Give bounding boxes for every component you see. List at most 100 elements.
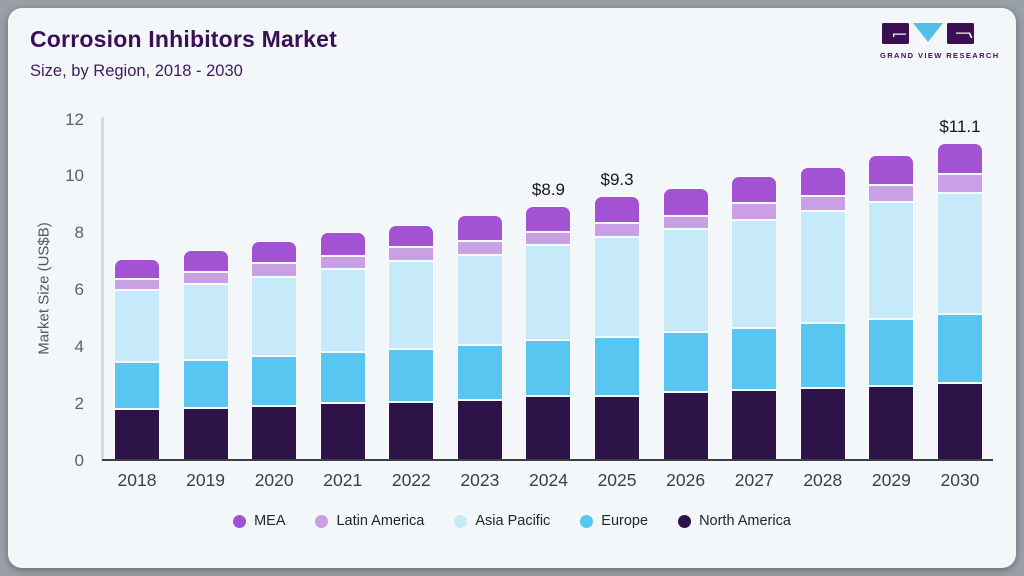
bar-segment-latin-america: [732, 203, 777, 221]
legend-item-label: Europe: [601, 513, 649, 529]
legend-dot-icon: [233, 514, 247, 528]
brand-logo-text: GRAND VIEW RESEARCH: [880, 51, 1000, 60]
x-axis-label: 2025: [597, 470, 637, 490]
bar-value-label: $11.1: [939, 117, 981, 137]
bar-segment-asia-pacific: [457, 255, 502, 347]
bar-group-2029: [869, 155, 914, 460]
bar-segment-mea: [183, 250, 228, 274]
bar-group-2018: [115, 259, 159, 460]
bar-segment-north-america: [115, 410, 159, 460]
bar-segment-europe: [800, 324, 845, 390]
y-tick-label: 10: [65, 166, 84, 186]
bar-segment-europe: [732, 328, 777, 391]
bar-segment-mea: [937, 144, 982, 176]
legend-dot-icon: [315, 514, 329, 528]
bar-segment-latin-america: [252, 263, 297, 279]
x-axis-label: 2018: [117, 470, 157, 490]
bar-segment-north-america: [595, 396, 640, 460]
y-tick-label: 8: [74, 223, 84, 243]
bar-segment-europe: [183, 361, 228, 409]
bar-segment-mea: [457, 215, 502, 242]
chart: Market Size (US$B) 0 2 4 6 8 10 12 $8.9 $9.3 $11…: [8, 8, 1016, 568]
x-axis-label: 2026: [666, 470, 706, 490]
brand-logo: GRAND VIEW RESEARCH: [880, 22, 1000, 70]
bar-segment-asia-pacific: [526, 246, 571, 341]
bar-segment-asia-pacific: [937, 194, 982, 315]
x-axis-label: 2020: [254, 470, 294, 490]
y-tick-label: 0: [74, 450, 84, 470]
bar-group-2026: [663, 188, 708, 460]
bar-segment-europe: [595, 337, 640, 397]
x-axis-labels: 2018 2019 2020 2021 2022 2023 2024 2025 2026 2027…: [103, 470, 993, 494]
bar-group-2027: [732, 176, 777, 460]
x-axis-label: 2024: [529, 470, 568, 490]
bar-segment-europe: [526, 340, 571, 398]
legend-item-latin-america: Latin America: [315, 513, 424, 529]
bar-group-2019: [183, 250, 228, 460]
bar-segment-asia-pacific: [663, 230, 708, 333]
bar-segment-latin-america: [183, 273, 228, 285]
bar-group-2023: [457, 215, 502, 460]
bar-segment-latin-america: [320, 257, 365, 270]
bar-segment-north-america: [869, 386, 914, 460]
bar-value-label: $8.9: [531, 179, 566, 199]
bar-segment-mea: [115, 259, 159, 280]
legend-item-label: MEA: [254, 513, 286, 529]
bar-segment-asia-pacific: [732, 220, 777, 329]
bar-segment-north-america: [457, 401, 502, 460]
bar-segment-europe: [869, 319, 914, 387]
bar-group-2030: [937, 144, 982, 460]
page-title: Corrosion Inhibitors Market: [30, 26, 337, 52]
bar-segment-latin-america: [595, 223, 640, 239]
x-axis-label: 2029: [871, 470, 911, 490]
bar-segment-mea: [595, 197, 640, 224]
legend-item-mea: MEA: [233, 513, 285, 529]
y-tick-label: 4: [74, 336, 84, 356]
x-axis-label: 2030: [940, 470, 980, 490]
bar-segment-latin-america: [937, 175, 982, 195]
bar-segment-north-america: [183, 408, 228, 460]
legend-item-europe: Europe: [580, 513, 648, 529]
bar-segment-asia-pacific: [800, 212, 845, 325]
y-axis-line: [101, 117, 104, 461]
y-tick-label: 2: [74, 393, 84, 413]
bar-segment-latin-america: [800, 197, 845, 213]
legend-item-label: Asia Pacific: [475, 513, 551, 529]
legend-dot-icon: [580, 514, 594, 528]
bar-segment-asia-pacific: [869, 202, 914, 320]
bar-segment-north-america: [937, 383, 982, 460]
bar-segment-mea: [663, 188, 708, 217]
bar-group-2024: [526, 206, 571, 460]
x-axis-line: [102, 459, 993, 461]
bar-group-2021: [320, 233, 365, 460]
x-axis-label: 2027: [734, 470, 774, 490]
x-axis-label: 2023: [460, 470, 500, 490]
bar-segment-mea: [800, 167, 845, 198]
chart-card: Corrosion Inhibitors Market Size, by Reg…: [8, 8, 1016, 568]
bar-segment-latin-america: [457, 241, 502, 256]
bar-segment-europe: [389, 350, 434, 403]
bar-segment-mea: [869, 155, 914, 186]
y-tick-label: 6: [74, 280, 84, 299]
legend: MEA Latin America Asia Pacific Europe North …: [8, 513, 1016, 529]
y-tick-label: 12: [65, 109, 84, 129]
bar-segment-latin-america: [526, 233, 571, 247]
bar-segment-mea: [389, 225, 434, 249]
bar-segment-mea: [732, 176, 777, 204]
bar-value-label: $9.3: [600, 170, 634, 190]
bar-segment-north-america: [252, 406, 297, 460]
bar-segment-latin-america: [869, 185, 914, 203]
bar-segment-europe: [937, 314, 982, 384]
bar-segment-asia-pacific: [115, 290, 159, 364]
bar-group-2028: [800, 167, 845, 460]
bar-segment-north-america: [526, 397, 571, 460]
bar-segment-europe: [320, 353, 365, 405]
bar-segment-north-america: [800, 389, 845, 460]
bar-segment-mea: [252, 242, 297, 264]
legend-dot-icon: [678, 514, 692, 528]
bar-segment-asia-pacific: [389, 262, 434, 350]
x-axis-label: 2028: [803, 470, 843, 490]
bar-segment-europe: [115, 363, 159, 411]
bar-segment-north-america: [732, 390, 777, 460]
bar-segment-europe: [252, 357, 297, 407]
